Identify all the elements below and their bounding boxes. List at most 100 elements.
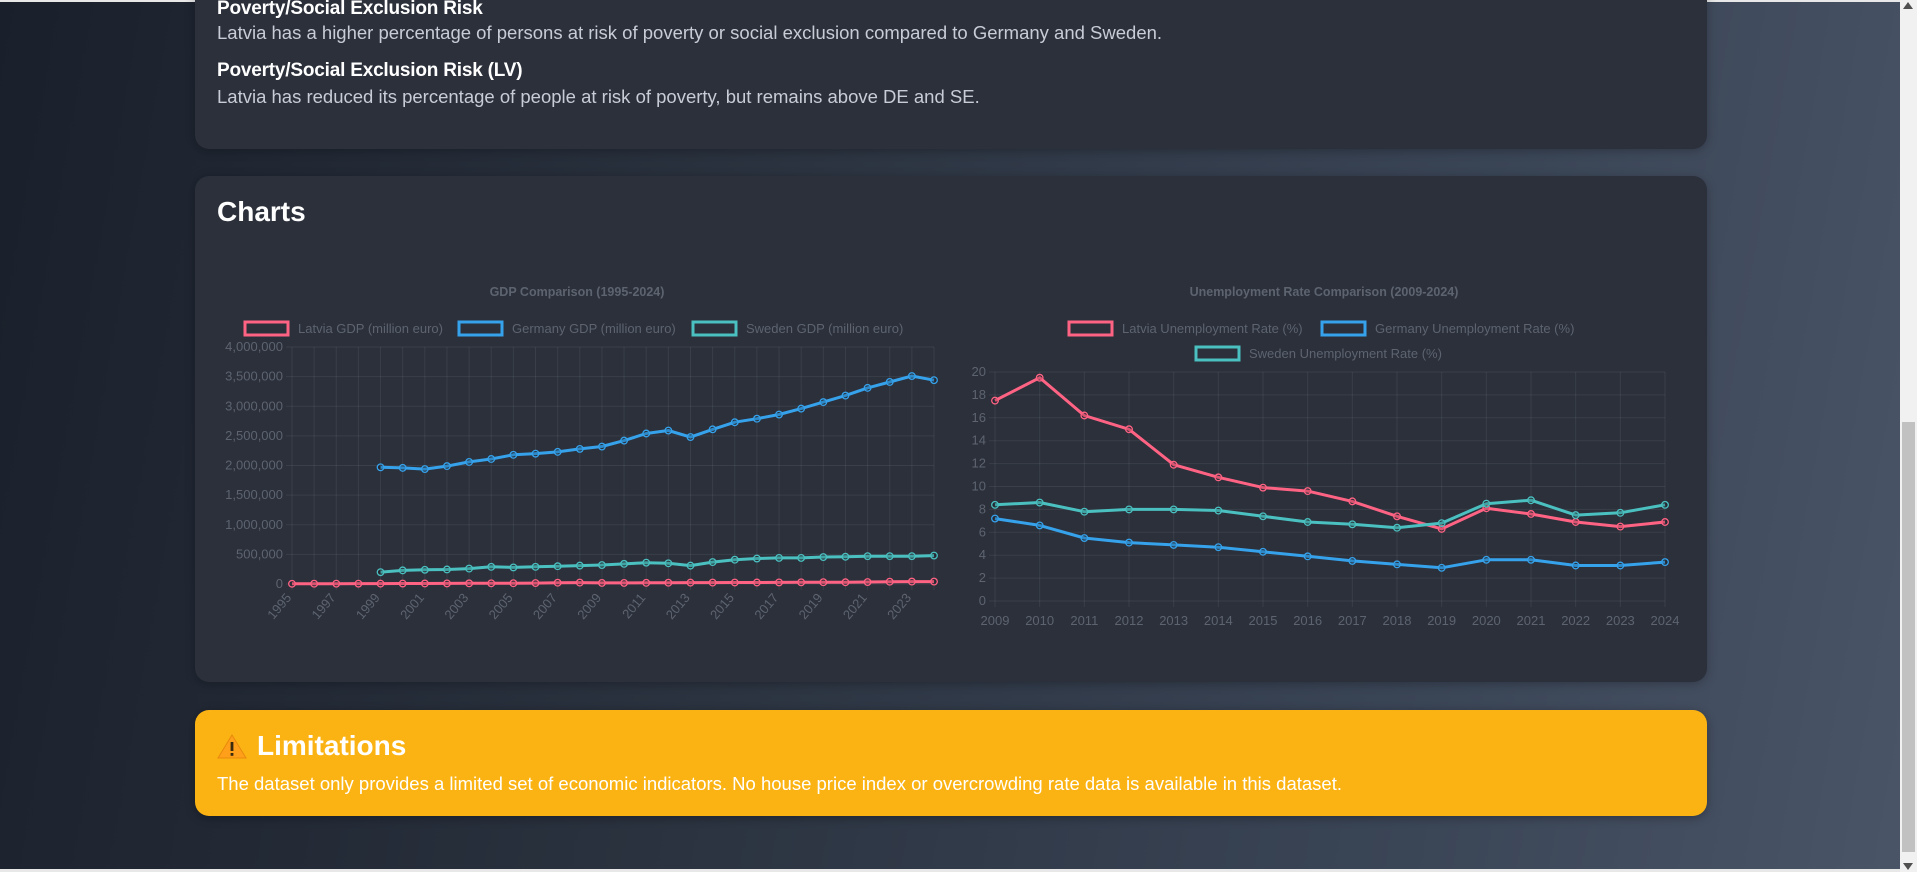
data-point: [1125, 425, 1133, 434]
data-point: [1437, 519, 1446, 528]
data-point: [1214, 473, 1223, 482]
series-line: [994, 517, 1666, 570]
data-point: [991, 514, 999, 523]
unemployment-chart[interactable]: Unemployment Rate Comparison (2009-2024)…: [195, 176, 1707, 682]
x-tick-label: 2012: [1115, 613, 1144, 628]
legend-swatch: [691, 320, 738, 337]
data-point: [819, 553, 828, 561]
data-point: [1303, 518, 1312, 526]
data-point: [597, 442, 606, 451]
data-point: [1661, 518, 1669, 526]
data-point: [420, 579, 429, 588]
data-point: [642, 578, 651, 587]
data-point: [863, 578, 872, 586]
data-point: [420, 565, 429, 574]
data-point: [841, 578, 850, 587]
data-point: [775, 553, 783, 562]
data-point: [597, 561, 606, 569]
data-point: [1437, 563, 1446, 572]
data-point: [1303, 552, 1312, 561]
data-point: [708, 425, 717, 434]
legend-label: Sweden Unemployment Rate (%): [1249, 346, 1442, 361]
scrollbar-thumb[interactable]: [1902, 422, 1915, 852]
data-point: [1080, 411, 1089, 420]
scroll-down-arrow-icon[interactable]: [1903, 863, 1913, 870]
data-point: [509, 563, 518, 572]
data-point: [1348, 497, 1357, 506]
legend-swatch: [1067, 320, 1114, 337]
data-point: [730, 418, 739, 427]
data-point: [376, 568, 385, 577]
y-tick-label: 2,500,000: [225, 428, 283, 443]
chart-title: Unemployment Rate Comparison (2009-2024): [1190, 285, 1459, 299]
y-tick-label: 10: [972, 479, 986, 494]
data-point: [1571, 518, 1580, 526]
data-point: [465, 564, 474, 573]
data-point: [553, 562, 562, 571]
data-point: [1169, 540, 1178, 549]
x-tick-label: 2020: [1472, 613, 1501, 628]
data-point: [1035, 373, 1044, 382]
data-point: [930, 577, 938, 586]
y-tick-label: 3,500,000: [225, 369, 283, 384]
legend-label: Sweden GDP (million euro): [746, 321, 903, 336]
data-point: [376, 463, 385, 472]
data-point: [885, 552, 894, 561]
data-point: [863, 383, 872, 392]
data-point: [752, 414, 761, 423]
charts-card: Charts GDP Comparison (1995-2024) Latvia …: [195, 176, 1707, 682]
x-tick-label: 2011: [1070, 613, 1098, 628]
data-point: [531, 579, 540, 588]
data-point: [620, 559, 629, 568]
gdp-chart[interactable]: GDP Comparison (1995-2024) Latvia GDP (mi…: [195, 176, 955, 682]
data-point: [1571, 511, 1580, 520]
data-point: [398, 463, 407, 472]
insight-title: Poverty/Social Exclusion Risk: [217, 0, 483, 19]
x-tick-label: 2019: [1427, 613, 1456, 628]
data-point: [642, 558, 651, 567]
data-point: [310, 579, 319, 588]
data-point: [531, 562, 540, 571]
legend-label: Latvia GDP (million euro): [298, 321, 443, 336]
insight-text: Latvia has a higher percentage of person…: [217, 22, 1163, 43]
data-point: [531, 449, 540, 458]
data-point: [1214, 506, 1223, 515]
data-point: [708, 558, 717, 567]
data-point: [465, 579, 474, 588]
insight-title: Poverty/Social Exclusion Risk (LV): [217, 60, 523, 81]
data-point: [1393, 523, 1401, 532]
data-point: [597, 578, 606, 587]
data-point: [1393, 560, 1401, 569]
data-point: [487, 562, 496, 571]
browser-bottom-edge: [0, 869, 1900, 872]
data-point: [575, 444, 584, 453]
data-point: [797, 578, 806, 587]
data-point: [487, 579, 496, 588]
data-point: [575, 578, 584, 587]
data-point: [1035, 498, 1044, 507]
y-tick-label: 4: [979, 547, 986, 562]
legend-label: Germany Unemployment Rate (%): [1375, 321, 1574, 336]
y-tick-label: 2: [979, 570, 986, 585]
scroll-up-arrow-icon[interactable]: [1903, 2, 1913, 9]
data-point: [354, 579, 363, 588]
y-tick-label: 16: [972, 410, 986, 425]
insight-text: Latvia has reduced its percentage of peo…: [217, 86, 980, 107]
data-point: [1080, 534, 1089, 542]
data-point: [1661, 500, 1669, 509]
data-point: [907, 552, 916, 561]
data-point: [1125, 538, 1133, 547]
data-point: [398, 579, 407, 588]
data-point: [1169, 505, 1178, 514]
limitations-card: Limitations The dataset only provides a …: [195, 710, 1707, 816]
y-tick-label: 500,000: [236, 546, 283, 561]
insights-card: Poverty/Social Exclusion Risk Latvia has…: [195, 0, 1707, 149]
data-point: [1259, 483, 1267, 492]
x-tick-label: 2017: [1338, 613, 1367, 628]
data-point: [1616, 561, 1625, 570]
vertical-scrollbar[interactable]: [1900, 0, 1917, 872]
data-point: [1035, 521, 1044, 530]
data-point: [775, 410, 783, 419]
data-point: [509, 579, 518, 588]
y-tick-label: 18: [972, 387, 986, 402]
